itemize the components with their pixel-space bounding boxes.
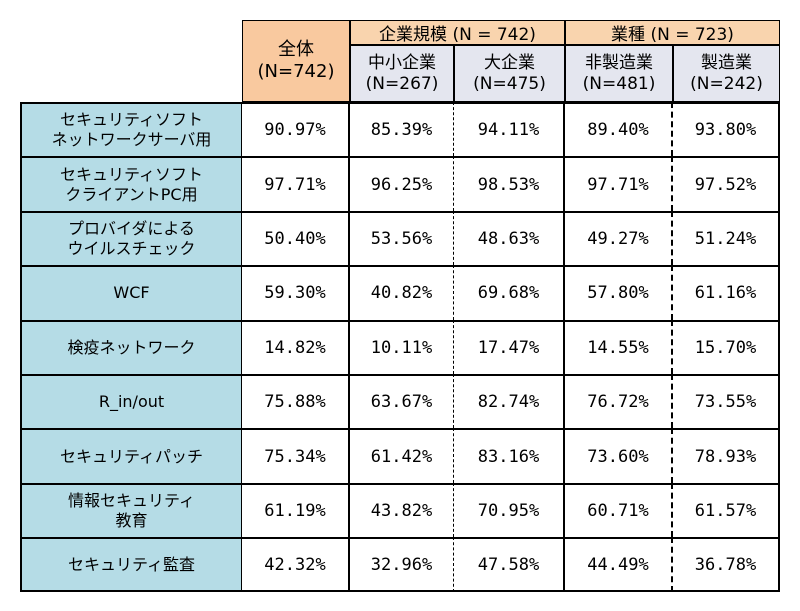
value-cell: 61.57%: [673, 482, 780, 538]
row-label-line: 検疫ネットワーク: [67, 337, 196, 357]
value-cell: 57.80%: [565, 265, 673, 320]
row-label: 検疫ネットワーク: [20, 319, 242, 374]
row-label: WCF: [20, 265, 242, 320]
value-cell: 32.96%: [350, 537, 454, 592]
security-measures-table: 全体 (N=742) 企業規模 (N = 742) 業種 (N = 723) 中…: [20, 20, 780, 592]
value-cell: 49.27%: [565, 210, 673, 266]
value-cell: 51.24%: [673, 210, 780, 266]
header-sme-n: (N=267): [365, 73, 439, 94]
row-label-line: ウイルスチェック: [67, 238, 196, 258]
row-label: セキュリティソフト クライアントPC用: [20, 156, 242, 211]
row-label: セキュリティ監査: [20, 537, 242, 592]
value-cell: 43.82%: [350, 482, 454, 538]
header-large-n: (N=475): [473, 73, 546, 94]
value-cell: 76.72%: [565, 374, 673, 429]
header-group-industry: 業種 (N = 723): [565, 20, 780, 45]
value-cell: 44.49%: [565, 537, 673, 592]
value-cell: 96.25%: [350, 156, 454, 211]
header-non-manufacturing-label: 非製造業: [585, 52, 653, 73]
value-cell: 61.16%: [673, 265, 780, 320]
value-cell: 69.68%: [454, 265, 565, 320]
value-cell: 93.80%: [673, 102, 780, 157]
value-cell: 10.11%: [350, 319, 454, 374]
row-label-line: R_in/out: [98, 392, 165, 412]
header-sme: 中小企業 (N=267): [350, 45, 454, 102]
row-label-line: プロバイダによる: [68, 218, 195, 238]
row-label: 情報セキュリティ 教育: [20, 482, 242, 538]
row-label-line: クライアントPC用: [65, 184, 198, 204]
header-group-company-size: 企業規模 (N = 742): [350, 20, 565, 45]
value-cell: 63.67%: [350, 374, 454, 429]
value-cell: 97.71%: [242, 156, 350, 211]
value-cell: 14.82%: [242, 319, 350, 374]
header-non-manufacturing: 非製造業 (N=481): [565, 45, 673, 102]
value-cell: 98.53%: [454, 156, 565, 211]
header-non-manufacturing-n: (N=481): [582, 73, 656, 94]
value-cell: 94.11%: [454, 102, 565, 157]
value-cell: 83.16%: [454, 428, 565, 483]
value-cell: 78.93%: [673, 428, 780, 483]
value-cell: 47.58%: [454, 537, 565, 592]
value-cell: 70.95%: [454, 482, 565, 538]
value-cell: 50.40%: [242, 210, 350, 266]
header-group-company-size-label: 企業規模 (N = 742): [379, 25, 536, 45]
row-label-line: ネットワークサーバ用: [51, 130, 212, 150]
value-cell: 97.71%: [565, 156, 673, 211]
row-label: セキュリティパッチ: [20, 428, 242, 483]
value-cell: 53.56%: [350, 210, 454, 266]
row-label: セキュリティソフト ネットワークサーバ用: [20, 102, 242, 157]
value-cell: 61.19%: [242, 482, 350, 538]
value-cell: 73.55%: [673, 374, 780, 429]
row-label: プロバイダによる ウイルスチェック: [20, 210, 242, 266]
value-cell: 14.55%: [565, 319, 673, 374]
header-manufacturing: 製造業 (N=242): [673, 45, 780, 102]
value-cell: 48.63%: [454, 210, 565, 266]
value-cell: 73.60%: [565, 428, 673, 483]
row-label-line: WCF: [113, 283, 150, 303]
value-cell: 15.70%: [673, 319, 780, 374]
value-cell: 17.47%: [454, 319, 565, 374]
header-manufacturing-label: 製造業: [701, 52, 752, 73]
header-manufacturing-n: (N=242): [690, 73, 763, 94]
header-total-n: (N=742): [257, 61, 335, 82]
value-cell: 97.52%: [673, 156, 780, 211]
header-large-label: 大企業: [484, 52, 535, 73]
value-cell: 75.88%: [242, 374, 350, 429]
value-cell: 90.97%: [242, 102, 350, 157]
row-label-line: セキュリティソフト: [59, 164, 204, 184]
row-label-line: セキュリティ監査: [67, 554, 196, 574]
row-label-line: セキュリティパッチ: [59, 446, 204, 466]
value-cell: 59.30%: [242, 265, 350, 320]
value-cell: 40.82%: [350, 265, 454, 320]
row-label-line: 情報セキュリティ: [67, 490, 196, 510]
value-cell: 75.34%: [242, 428, 350, 483]
header-group-industry-label: 業種 (N = 723): [611, 25, 734, 45]
value-cell: 42.32%: [242, 537, 350, 592]
value-cell: 85.39%: [350, 102, 454, 157]
value-cell: 36.78%: [673, 537, 780, 592]
value-cell: 60.71%: [565, 482, 673, 538]
value-cell: 61.42%: [350, 428, 454, 483]
header-total-label: 全体: [278, 39, 314, 60]
header-total: 全体 (N=742): [242, 20, 350, 102]
row-label-line: セキュリティソフト: [59, 110, 204, 130]
value-cell: 82.74%: [454, 374, 565, 429]
header-sme-label: 中小企業: [368, 52, 436, 73]
row-label-line: 教育: [115, 510, 148, 530]
value-cell: 89.40%: [565, 102, 673, 157]
row-label: R_in/out: [20, 374, 242, 429]
header-large: 大企業 (N=475): [454, 45, 565, 102]
